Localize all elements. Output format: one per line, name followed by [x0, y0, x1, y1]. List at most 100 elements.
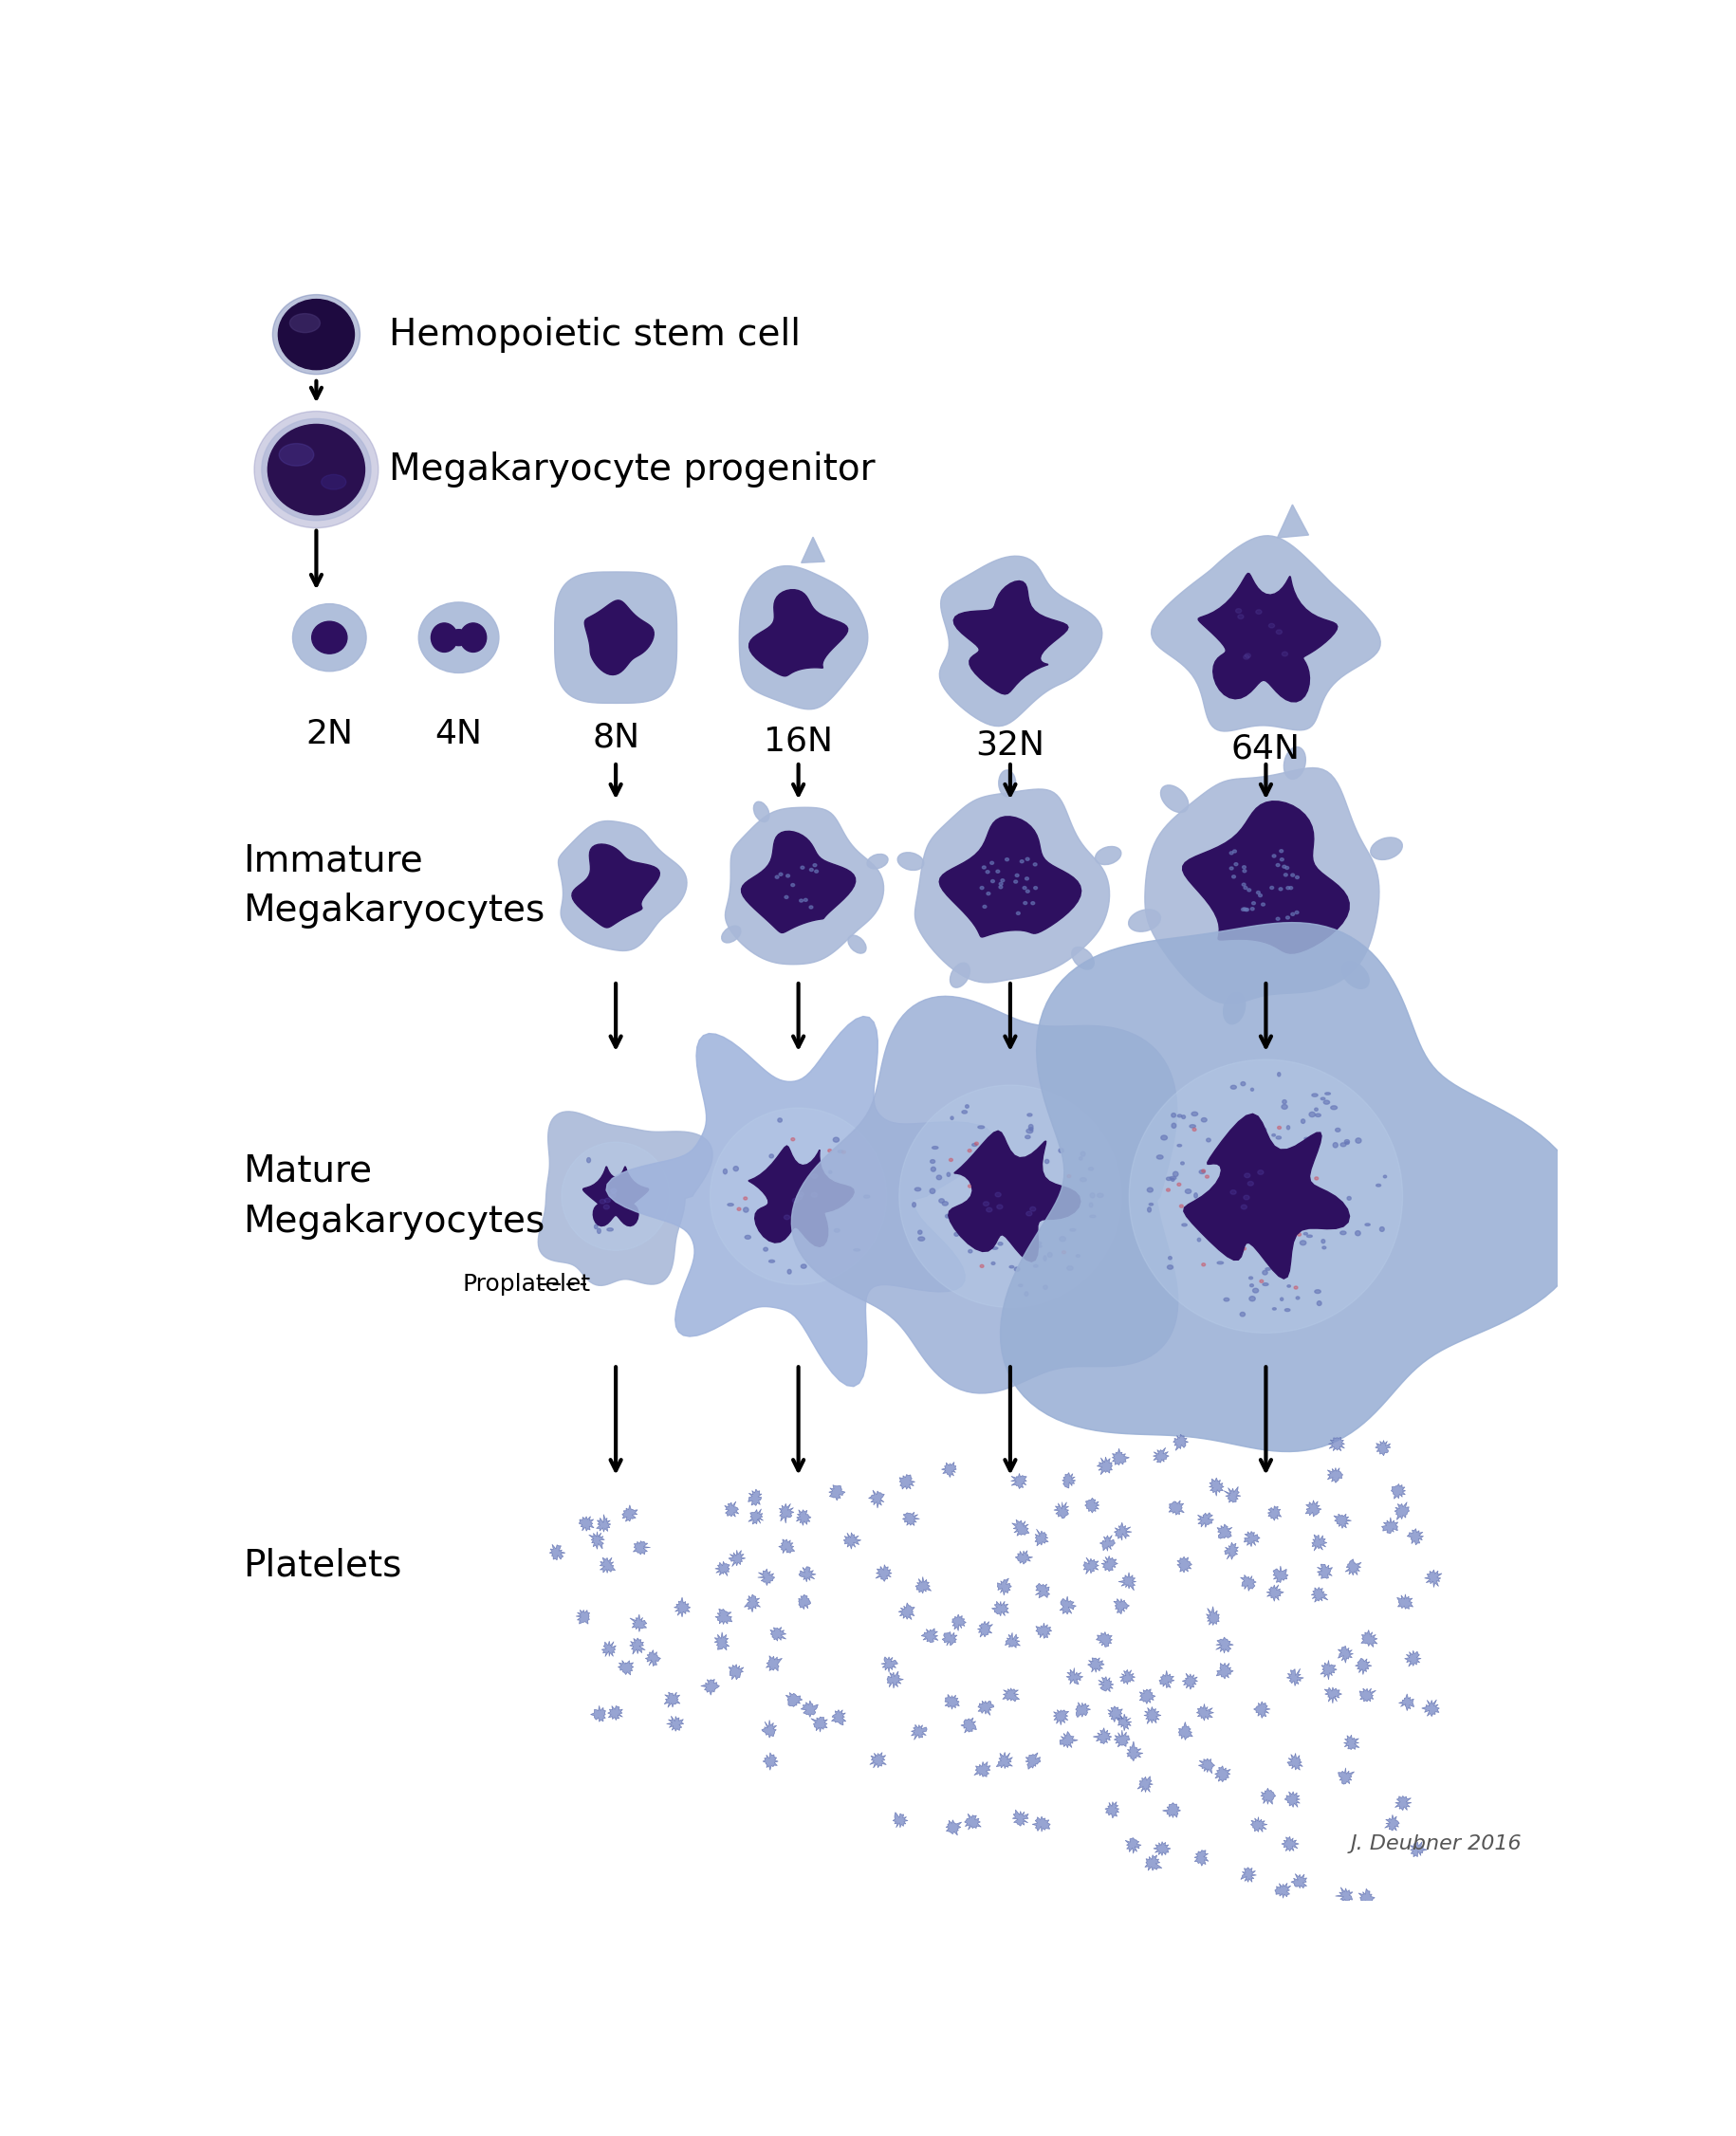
Polygon shape [630, 1615, 648, 1632]
Polygon shape [1335, 1888, 1352, 1903]
Ellipse shape [1262, 904, 1266, 906]
Ellipse shape [998, 1243, 1003, 1245]
Ellipse shape [816, 1224, 821, 1230]
Ellipse shape [597, 1228, 601, 1232]
Ellipse shape [930, 1160, 936, 1164]
Ellipse shape [913, 1203, 917, 1207]
Polygon shape [1101, 1536, 1115, 1551]
Ellipse shape [986, 871, 990, 874]
Ellipse shape [1033, 1265, 1038, 1267]
Ellipse shape [1000, 1158, 1005, 1162]
Ellipse shape [1364, 1224, 1370, 1226]
Polygon shape [1224, 1542, 1238, 1559]
Polygon shape [799, 1596, 811, 1608]
Ellipse shape [1033, 863, 1036, 865]
Polygon shape [892, 1811, 908, 1828]
Ellipse shape [1321, 1239, 1325, 1243]
Ellipse shape [1231, 1085, 1236, 1089]
Polygon shape [1036, 1623, 1052, 1638]
Ellipse shape [1193, 1128, 1196, 1132]
Polygon shape [1035, 1583, 1050, 1598]
Ellipse shape [1201, 1262, 1205, 1267]
Ellipse shape [974, 1143, 979, 1145]
Polygon shape [1153, 1841, 1170, 1856]
Ellipse shape [1300, 1173, 1307, 1177]
Polygon shape [771, 1628, 786, 1640]
Ellipse shape [1314, 1109, 1318, 1111]
Polygon shape [1274, 1884, 1292, 1899]
Ellipse shape [1333, 1143, 1338, 1147]
Polygon shape [1088, 1658, 1104, 1672]
Polygon shape [779, 1504, 793, 1523]
Ellipse shape [1029, 1207, 1036, 1211]
Ellipse shape [1068, 1175, 1071, 1177]
Ellipse shape [800, 865, 804, 869]
Polygon shape [1241, 1574, 1257, 1591]
Polygon shape [1359, 1687, 1377, 1702]
Polygon shape [1286, 1668, 1304, 1685]
Polygon shape [899, 1474, 915, 1489]
Polygon shape [1144, 1707, 1161, 1724]
Ellipse shape [1172, 1124, 1175, 1128]
Ellipse shape [1321, 1098, 1325, 1100]
Ellipse shape [1031, 901, 1035, 906]
Polygon shape [1217, 1525, 1233, 1538]
Ellipse shape [1297, 1297, 1300, 1299]
Ellipse shape [1080, 1158, 1082, 1160]
Ellipse shape [1229, 867, 1233, 869]
Ellipse shape [1021, 861, 1024, 863]
Ellipse shape [1295, 876, 1299, 878]
Ellipse shape [918, 1230, 922, 1235]
Polygon shape [1285, 1792, 1300, 1807]
Ellipse shape [962, 1111, 967, 1113]
Polygon shape [1250, 1818, 1267, 1833]
Polygon shape [802, 536, 825, 562]
Ellipse shape [1323, 1100, 1330, 1104]
Polygon shape [1184, 1113, 1349, 1279]
Ellipse shape [1080, 1177, 1087, 1181]
Ellipse shape [312, 622, 347, 654]
Ellipse shape [996, 1205, 1003, 1209]
Polygon shape [729, 1664, 743, 1679]
Polygon shape [578, 1517, 594, 1532]
Polygon shape [1003, 1687, 1019, 1702]
Ellipse shape [930, 1188, 936, 1194]
Ellipse shape [786, 874, 790, 878]
Ellipse shape [769, 1260, 774, 1262]
Ellipse shape [1029, 1124, 1033, 1130]
Ellipse shape [854, 1250, 859, 1252]
Ellipse shape [990, 1188, 993, 1190]
Text: 4N: 4N [436, 718, 483, 750]
Ellipse shape [1245, 1153, 1248, 1158]
Ellipse shape [778, 1177, 781, 1179]
Ellipse shape [1335, 1128, 1340, 1132]
Polygon shape [922, 1628, 937, 1643]
Polygon shape [1054, 1709, 1069, 1726]
Polygon shape [1016, 1551, 1033, 1564]
Polygon shape [799, 1566, 816, 1583]
Ellipse shape [792, 884, 795, 886]
Ellipse shape [1340, 1230, 1345, 1235]
Polygon shape [618, 1660, 634, 1675]
Ellipse shape [1283, 1100, 1286, 1104]
Ellipse shape [1300, 1241, 1305, 1245]
Ellipse shape [833, 1185, 837, 1188]
Polygon shape [606, 1017, 993, 1386]
Ellipse shape [1076, 1254, 1080, 1258]
Ellipse shape [1356, 1138, 1361, 1143]
Polygon shape [1396, 1796, 1411, 1811]
Polygon shape [1422, 1700, 1439, 1717]
Ellipse shape [1024, 1232, 1028, 1237]
Ellipse shape [753, 801, 769, 822]
Polygon shape [792, 995, 1179, 1393]
Ellipse shape [1243, 1196, 1250, 1200]
Ellipse shape [1026, 1211, 1031, 1215]
Ellipse shape [587, 1158, 590, 1162]
Ellipse shape [1149, 1203, 1153, 1205]
Text: Immature
Megakaryocytes: Immature Megakaryocytes [243, 844, 545, 929]
Ellipse shape [1233, 876, 1236, 878]
Ellipse shape [1009, 1267, 1014, 1269]
Ellipse shape [1095, 846, 1121, 865]
Ellipse shape [1304, 1138, 1309, 1141]
Ellipse shape [290, 314, 319, 333]
